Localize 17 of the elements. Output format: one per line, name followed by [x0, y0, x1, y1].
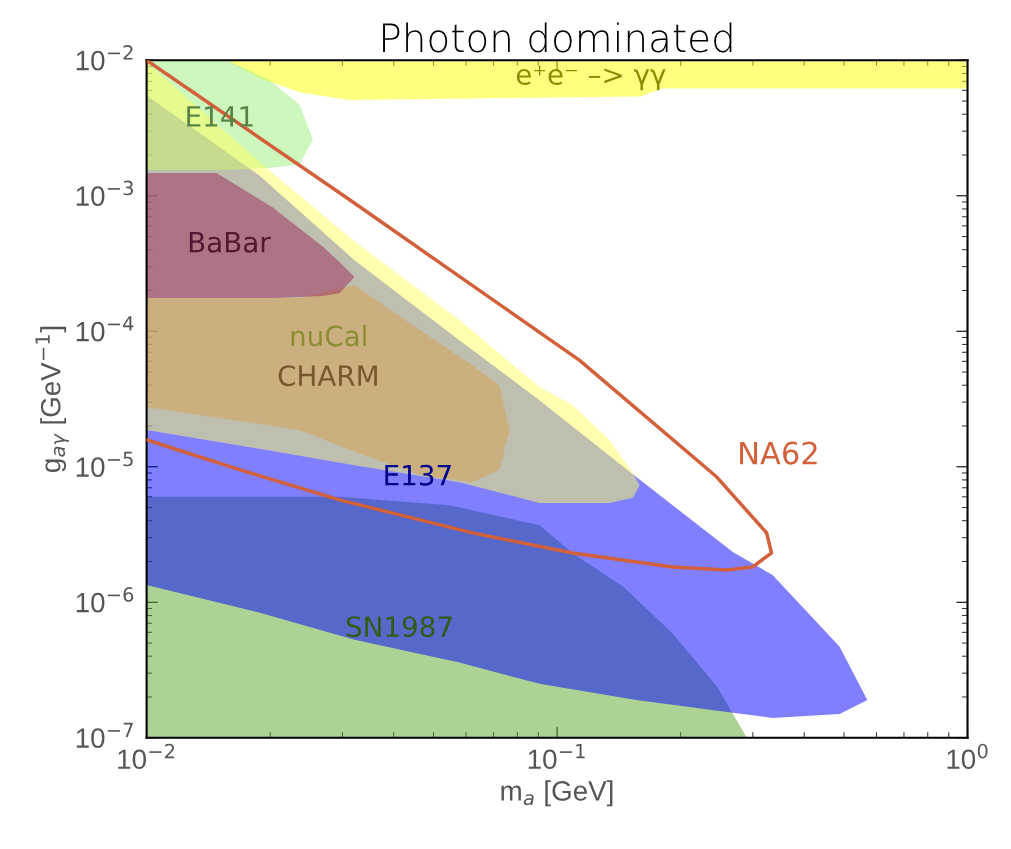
y-tick-label: 10$^{−5}$: [76, 451, 133, 477]
series-label: BaBar: [189, 232, 271, 253]
series-label: e⁺e⁻ –> γγ: [516, 65, 666, 91]
x-tick-label: 10$^{0}$: [947, 743, 988, 770]
series-label: E137: [385, 464, 451, 486]
series-label: CHARM: [278, 365, 377, 387]
series-label: nuCal: [291, 324, 366, 347]
series-label: NA62: [740, 441, 817, 465]
y-tick-label: 10$^{−3}$: [76, 180, 133, 206]
x-axis-title: m$_{a}$ [GeV]: [501, 780, 613, 807]
y-tick-label: 10$^{−6}$: [76, 587, 134, 613]
chart-title: Photon dominated: [383, 22, 732, 53]
series-label: SN1987: [346, 616, 452, 638]
x-tick-label: 10$^{−1}$: [528, 744, 585, 770]
y-tick-label: 10$^{−4}$: [76, 316, 134, 342]
y-axis-title: g$_{aγ}$ [GeV$^{−1}$]: [35, 326, 69, 473]
y-tick-label: 10$^{−2}$: [76, 45, 133, 71]
